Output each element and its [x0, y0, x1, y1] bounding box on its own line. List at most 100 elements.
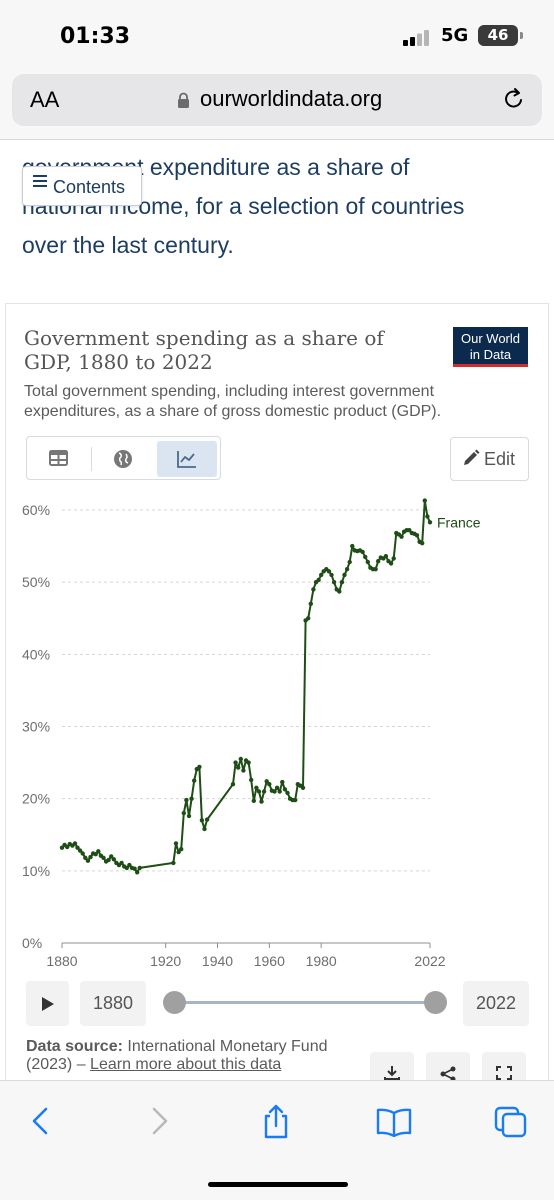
data-point: [109, 854, 114, 859]
chart-title-line: Government spending as a share of: [24, 326, 384, 350]
forward-button[interactable]: [142, 1103, 178, 1139]
series-line: [61, 499, 431, 874]
data-point: [261, 789, 267, 794]
data-point: [77, 848, 83, 853]
data-point: [186, 813, 192, 819]
chart-card: [5, 303, 549, 1093]
bookmarks-button[interactable]: [376, 1103, 412, 1139]
data-point: [111, 857, 117, 862]
y-tick-label: 30%: [22, 719, 50, 735]
edit-button[interactable]: Edit: [450, 437, 529, 481]
data-point: [179, 847, 184, 852]
tab-table[interactable]: [30, 441, 90, 477]
data-point: [285, 790, 290, 796]
timeline-end-handle[interactable]: [424, 991, 447, 1014]
chevron-left-icon: [32, 1107, 48, 1135]
end-year-button[interactable]: 2022: [463, 981, 529, 1026]
x-tick-label: 1920: [150, 953, 181, 969]
logo-line: Our World: [461, 331, 520, 346]
tabs-icon: [494, 1106, 527, 1138]
x-tick-label: 1960: [254, 953, 285, 969]
chart-title-line: GDP, 1880 to 2022: [24, 350, 213, 374]
data-point: [391, 556, 396, 561]
data-point: [344, 567, 350, 572]
share-icon: [264, 1104, 288, 1139]
status-bar: 01:33 5G 46: [0, 0, 554, 70]
data-point: [373, 567, 378, 572]
contents-button[interactable]: Contents: [22, 166, 142, 206]
timeline-track[interactable]: [174, 1001, 436, 1004]
data-point: [311, 587, 316, 592]
tab-map[interactable]: [94, 441, 154, 477]
data-point: [388, 561, 394, 566]
address-bar[interactable]: AA ourworldindata.org: [12, 74, 542, 126]
y-tick-label: 60%: [22, 502, 50, 518]
data-point: [93, 852, 98, 857]
browser-address-area: AA ourworldindata.org: [0, 70, 554, 140]
data-point: [350, 543, 355, 549]
data-point: [137, 865, 142, 871]
status-time: 01:33: [60, 24, 131, 49]
data-point: [425, 514, 430, 519]
data-point: [124, 865, 129, 871]
data-point: [236, 765, 241, 770]
data-point: [59, 845, 65, 850]
data-point: [249, 777, 254, 783]
timeline-start-handle[interactable]: [163, 991, 186, 1014]
download-button[interactable]: [370, 1052, 414, 1082]
tab-divider: [91, 447, 92, 471]
data-point: [238, 756, 243, 762]
table-icon: [49, 450, 68, 466]
pencil-icon: [464, 449, 480, 465]
data-point: [339, 580, 345, 585]
y-tick-label: 0%: [22, 935, 42, 951]
home-indicator: [208, 1182, 348, 1187]
data-point: [83, 855, 88, 860]
chevron-right-icon: [152, 1107, 168, 1135]
tab-chart[interactable]: [157, 441, 217, 477]
data-point: [342, 572, 347, 578]
data-point: [96, 849, 101, 854]
data-point: [319, 572, 324, 578]
data-point: [132, 866, 137, 871]
data-point: [267, 782, 272, 787]
reload-icon[interactable]: [502, 86, 526, 112]
chart-view-tabs: [26, 436, 221, 480]
data-point: [277, 789, 282, 794]
data-point: [337, 589, 342, 594]
y-tick-label: 10%: [22, 863, 50, 879]
owid-logo[interactable]: Our World in Data: [453, 327, 528, 367]
data-point: [422, 498, 427, 503]
lock-icon: [178, 92, 189, 108]
data-point: [326, 569, 332, 574]
x-tick-label: 1880: [46, 953, 77, 969]
expand-icon: [496, 1066, 512, 1080]
data-point: [259, 799, 264, 804]
fullscreen-button[interactable]: [482, 1052, 526, 1082]
text-size-button[interactable]: AA: [30, 87, 59, 113]
data-point: [376, 559, 381, 564]
data-point: [407, 528, 412, 533]
back-button[interactable]: [22, 1103, 58, 1139]
data-point: [360, 549, 365, 555]
share-button[interactable]: [258, 1103, 294, 1139]
start-year-button[interactable]: 1880: [80, 981, 146, 1026]
data-point: [254, 785, 259, 790]
tabs-button[interactable]: [493, 1103, 529, 1139]
x-tick-label: 2022: [414, 953, 445, 969]
data-point: [106, 857, 111, 863]
play-button[interactable]: [26, 981, 69, 1026]
learn-more-link[interactable]: Learn more about this data: [90, 1056, 282, 1073]
data-point: [173, 841, 179, 846]
share-chart-button[interactable]: [426, 1052, 470, 1082]
data-point: [306, 616, 311, 621]
battery-icon: 46: [478, 25, 523, 46]
chart-title: Government spending as a share of GDP, 1…: [24, 326, 424, 374]
intro-line: over the last century.: [22, 232, 234, 258]
contents-label: Contents: [53, 177, 126, 197]
data-point: [331, 580, 337, 585]
url-text[interactable]: ourworldindata.org: [200, 86, 383, 111]
data-point: [251, 798, 256, 803]
data-point: [80, 851, 85, 856]
source-label: Data source:: [26, 1038, 123, 1055]
